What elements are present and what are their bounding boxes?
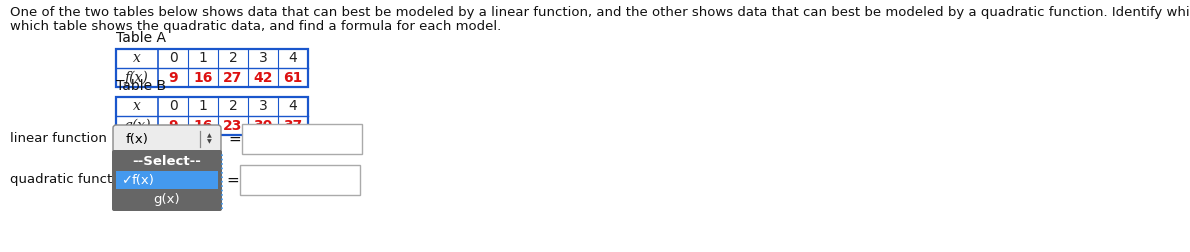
FancyBboxPatch shape [113,125,221,153]
Text: =: = [228,132,240,146]
Text: 9: 9 [168,118,177,133]
Bar [242,124,362,154]
Text: 16: 16 [193,71,213,84]
Text: 1: 1 [199,100,207,113]
Bar [240,165,361,195]
Text: 30: 30 [253,118,273,133]
Text: f(x): f(x) [132,174,155,187]
Text: --Select--: --Select-- [132,155,201,168]
Text: 3: 3 [258,100,268,113]
Text: 61: 61 [283,71,302,84]
Text: 4: 4 [289,100,298,113]
Text: g(x): g(x) [154,193,181,206]
Text: =: = [226,173,239,187]
Text: f(x): f(x) [126,133,149,145]
Text: 4: 4 [289,51,298,66]
Text: 23: 23 [224,118,243,133]
Text: 2: 2 [228,51,237,66]
Text: 1: 1 [199,51,207,66]
FancyBboxPatch shape [112,150,223,211]
Text: 2: 2 [228,100,237,113]
Text: ▲: ▲ [207,134,212,139]
Text: 37: 37 [283,118,302,133]
Text: x: x [133,100,140,113]
Text: x: x [133,51,140,66]
Text: quadratic function: quadratic function [10,173,132,186]
Text: 3: 3 [258,51,268,66]
Text: 27: 27 [224,71,243,84]
Text: 42: 42 [253,71,273,84]
Bar [115,49,308,87]
Text: One of the two tables below shows data that can best be modeled by a linear func: One of the two tables below shows data t… [10,6,1190,19]
Bar [115,97,308,135]
Text: linear function: linear function [10,133,107,145]
Text: Table A: Table A [115,31,165,45]
Text: 0: 0 [169,51,177,66]
Text: 9: 9 [168,71,177,84]
Text: g(x): g(x) [124,118,151,133]
Text: f(x): f(x) [125,70,149,85]
Text: ✓: ✓ [121,174,132,187]
Text: ▼: ▼ [207,140,212,144]
Bar [115,171,218,189]
Text: Table B: Table B [115,79,167,93]
Text: 16: 16 [193,118,213,133]
Text: which table shows the quadratic data, and find a formula for each model.: which table shows the quadratic data, an… [10,20,501,33]
Text: 0: 0 [169,100,177,113]
